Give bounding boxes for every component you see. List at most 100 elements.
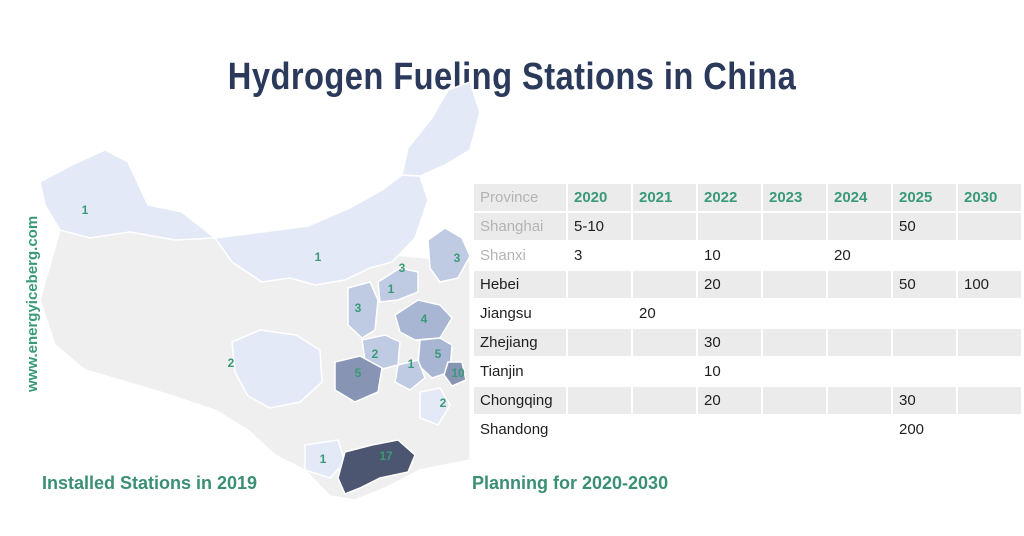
value-cell [828,416,891,443]
province-cell: Shanghai [474,213,566,240]
value-cell [828,387,891,414]
value-cell [958,387,1021,414]
value-cell [568,358,631,385]
value-cell [958,416,1021,443]
value-cell [633,329,696,356]
value-cell [568,300,631,327]
province-cell: Jiangsu [480,305,532,322]
value-cell: 50 [893,271,956,298]
map-count-label: 17 [379,449,393,463]
value-cell [633,213,696,240]
table-row: Zhejiang 30 [474,329,1021,356]
value-cell [828,329,891,356]
col-header-2025: 2025 [893,184,956,211]
map-region-xinjiang [39,149,218,241]
map-count-label: 1 [315,250,322,264]
value-cell [958,300,1021,327]
value-cell [763,300,826,327]
value-cell [698,300,761,327]
value-cell [828,213,891,240]
table-caption: Planning for 2020-2030 [472,473,669,493]
col-header-2020: 2020 [568,184,631,211]
value-cell: 10 [704,247,721,264]
map-region-liaoning [427,227,471,283]
map-count-label: 3 [355,301,362,315]
map-region-shanghai [443,361,467,387]
map-region-guangdong [337,439,416,495]
map-count-label: 2 [228,356,235,370]
map-caption: Installed Stations in 2019 [42,473,258,493]
map-region-inner-mongolia [213,174,429,286]
value-cell [698,416,761,443]
map-region-hubei [334,355,383,403]
value-cell: 5-10 [568,213,631,240]
value-cell [633,358,696,385]
col-header-2022: 2022 [698,184,761,211]
value-cell: 50 [893,213,956,240]
table-body: Shanghai 5-10 50 Shanxi 3 10 20 Hebei 20 50 100 Jia… [474,213,1021,443]
value-cell [958,213,1021,240]
value-cell [568,387,631,414]
value-cell: 20 [834,247,851,264]
page-title: Hydrogen Fueling Stations in China [227,56,797,98]
map-count-label: 10 [451,366,465,380]
province-cell: Hebei [474,271,566,298]
value-cell [763,358,826,385]
map-count-label: 4 [421,312,428,326]
value-cell [633,242,696,269]
col-header-2023: 2023 [763,184,826,211]
table-row: Chongqing 20 30 [474,387,1021,414]
map-region-shanxi [347,281,379,339]
province-cell: Zhejiang [474,329,566,356]
province-cell: Tianjin [480,363,524,380]
map-count-label: 1 [320,452,327,466]
province-cell: Chongqing [474,387,566,414]
map-count-label: 2 [440,396,447,410]
value-cell [633,416,696,443]
province-cell: Shanxi [480,247,526,264]
map-count-label: 5 [355,366,362,380]
col-header-2024: 2024 [828,184,891,211]
col-header-2030: 2030 [958,184,1021,211]
table-row: Hebei 20 50 100 [474,271,1021,298]
value-cell [568,416,631,443]
col-header-2021: 2021 [633,184,696,211]
map-region-northeast [401,81,481,177]
value-cell: 200 [899,421,925,438]
map-region-shandong [394,299,453,341]
map-region-hebei [377,267,419,303]
table-header-row: Province 2020 2021 2022 2023 2024 2025 2… [474,184,1021,211]
value-cell [698,213,761,240]
table-row: Jiangsu 20 [474,300,1021,327]
table-row: Shanxi 3 10 20 [474,242,1021,269]
value-cell [828,300,891,327]
value-cell: 20 [698,271,761,298]
table-row: Shanghai 5-10 50 [474,213,1021,240]
value-cell [763,271,826,298]
value-cell: 20 [698,387,761,414]
value-cell: 3 [574,247,583,264]
value-cell [958,358,1021,385]
map-region-anhui [394,359,426,391]
value-cell [828,358,891,385]
value-cell [763,387,826,414]
value-cell [633,387,696,414]
value-cell: 30 [698,329,761,356]
map-count-label: 1 [82,203,89,217]
value-cell: 10 [704,363,721,380]
value-cell [893,242,956,269]
value-cell: 30 [893,387,956,414]
value-cell [568,271,631,298]
map-count-label: 3 [454,251,461,265]
value-cell: 20 [639,305,656,322]
value-cell [763,329,826,356]
map-count-label: 3 [399,261,406,275]
map-region-fujian [419,387,451,426]
map-count-label: 1 [408,357,415,371]
map-count-label: 1 [388,282,395,296]
value-cell [828,271,891,298]
table-row: Tianjin 10 [474,358,1021,385]
value-cell [763,416,826,443]
